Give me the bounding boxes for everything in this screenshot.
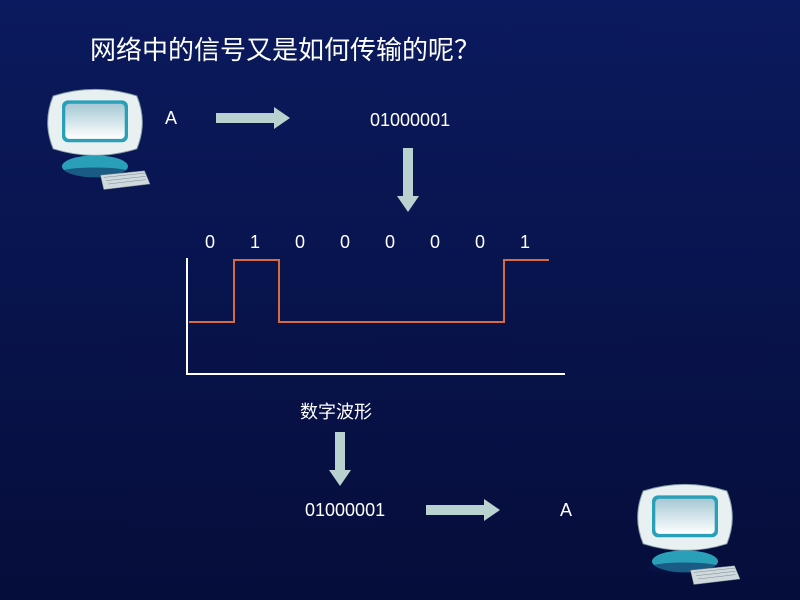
computer-sender: [40, 85, 150, 195]
label-a-bottom: A: [560, 500, 572, 521]
arrow-bin2-to-a2: [426, 497, 526, 523]
arrow-wave-to-bin2: [327, 432, 353, 512]
computer-receiver: [630, 480, 740, 590]
waveform-bit-0: 0: [205, 232, 215, 253]
arrow-a-to-bin: [216, 105, 316, 131]
waveform-bit-2: 0: [295, 232, 305, 253]
digital-waveform: [185, 258, 605, 384]
slide: 网络中的信号又是如何传输的呢？A01000001数字波形01000001A010…: [0, 0, 800, 600]
arrow-bin-to-wave: [395, 148, 421, 238]
label-binary-top: 01000001: [370, 110, 450, 131]
waveform-bit-6: 0: [475, 232, 485, 253]
label-waveform-caption: 数字波形: [300, 398, 372, 424]
waveform-bit-7: 1: [520, 232, 530, 253]
waveform-bit-5: 0: [430, 232, 440, 253]
waveform-bit-1: 1: [250, 232, 260, 253]
page-title: 网络中的信号又是如何传输的呢？: [90, 30, 480, 67]
waveform-bit-4: 0: [385, 232, 395, 253]
label-a-top: A: [165, 108, 177, 129]
waveform-bit-3: 0: [340, 232, 350, 253]
